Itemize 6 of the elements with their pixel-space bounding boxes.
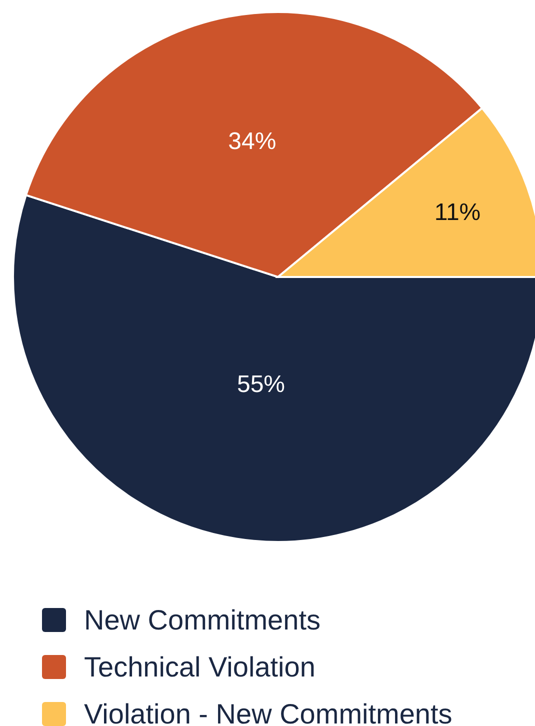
data-label: 34% bbox=[228, 128, 276, 156]
data-label: 11% bbox=[434, 198, 481, 226]
data-label: 55% bbox=[236, 370, 286, 398]
legend-label: Technical Violation bbox=[84, 652, 316, 682]
legend-label: New Commitments bbox=[84, 604, 320, 636]
legend-label: Violation - New Commitments bbox=[84, 698, 452, 726]
